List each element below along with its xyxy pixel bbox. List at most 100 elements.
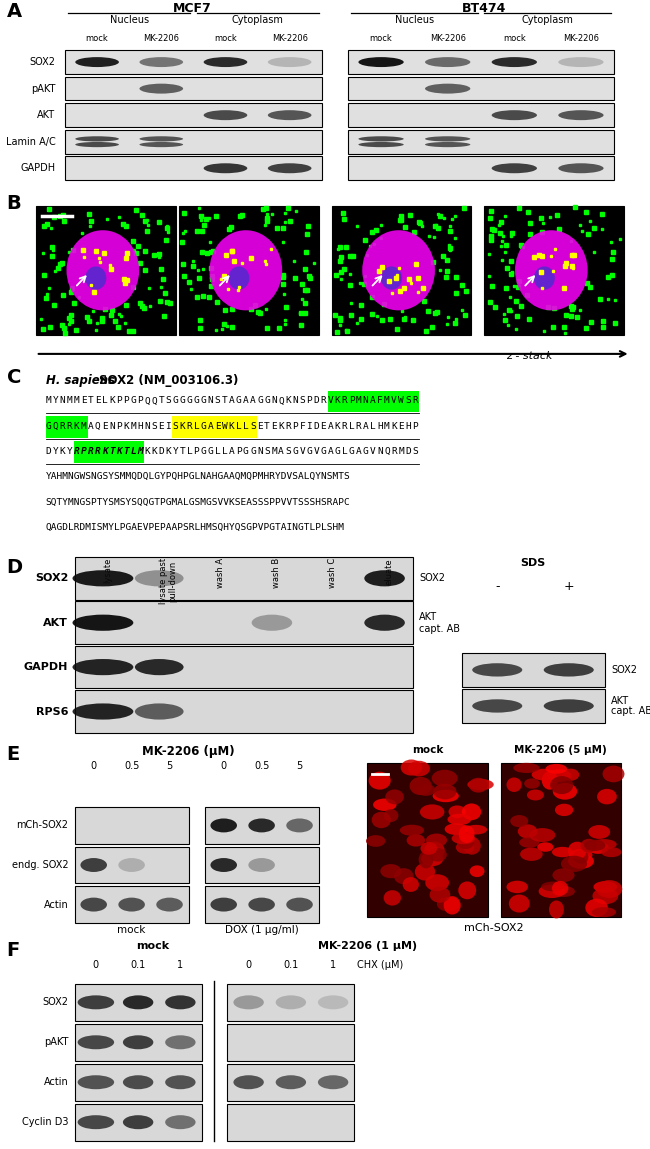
Text: R: R (88, 447, 94, 456)
Text: pAKT: pAKT (31, 84, 55, 93)
Text: K: K (116, 447, 122, 456)
Ellipse shape (424, 842, 445, 859)
Text: R: R (285, 422, 291, 431)
Text: YAHMNGWSNGSYSMMQDQLGYPQHPGLNAHGAAQMQPMHRYDVSALQYNSMTS: YAHMNGWSNGSYSMMQDQLGYPQHPGLNAHGAAQMQPMHR… (46, 472, 350, 481)
Text: A: A (278, 447, 284, 456)
Text: 0.1: 0.1 (131, 959, 146, 970)
Ellipse shape (416, 784, 436, 796)
Text: K: K (229, 422, 235, 431)
Text: S: S (250, 422, 255, 431)
Ellipse shape (75, 142, 119, 147)
Bar (75, 1104, 202, 1141)
Text: S: S (405, 396, 411, 406)
Text: P: P (137, 396, 143, 406)
Ellipse shape (552, 869, 575, 882)
Ellipse shape (248, 897, 275, 911)
Bar (227, 1104, 354, 1141)
Text: Q: Q (144, 396, 150, 406)
Ellipse shape (165, 1035, 196, 1049)
Ellipse shape (369, 772, 391, 789)
Ellipse shape (552, 881, 568, 896)
Text: G: G (201, 447, 207, 456)
Ellipse shape (472, 663, 523, 677)
Text: G: G (194, 396, 200, 406)
Ellipse shape (140, 84, 183, 93)
Text: pAKT: pAKT (44, 1038, 68, 1047)
Ellipse shape (384, 809, 398, 822)
Text: P: P (349, 396, 354, 406)
Text: MK-2206 (1 μM): MK-2206 (1 μM) (318, 941, 417, 951)
Text: R: R (73, 447, 79, 456)
Text: Cyclin D3: Cyclin D3 (21, 1117, 68, 1127)
Ellipse shape (118, 897, 145, 911)
Text: K: K (285, 396, 291, 406)
Text: G: G (46, 422, 51, 431)
Text: 0: 0 (93, 959, 99, 970)
Text: AKT: AKT (37, 110, 55, 121)
Text: L: L (102, 396, 108, 406)
Text: P: P (123, 396, 129, 406)
Ellipse shape (510, 815, 528, 827)
Text: N: N (257, 447, 263, 456)
Text: E: E (6, 746, 20, 764)
Ellipse shape (458, 881, 476, 900)
Text: mCh-SOX2: mCh-SOX2 (464, 923, 524, 933)
Text: BT474: BT474 (462, 2, 506, 15)
Ellipse shape (527, 789, 544, 801)
Ellipse shape (73, 570, 133, 586)
Ellipse shape (519, 838, 540, 848)
Bar (75, 557, 413, 600)
Ellipse shape (400, 825, 424, 835)
Text: L: L (349, 422, 354, 431)
Text: H: H (377, 422, 383, 431)
Ellipse shape (140, 142, 183, 147)
Ellipse shape (561, 856, 587, 872)
Ellipse shape (123, 1035, 153, 1049)
Text: K: K (109, 396, 114, 406)
Text: M: M (384, 396, 390, 406)
Ellipse shape (558, 110, 604, 121)
Text: lysate: lysate (103, 558, 112, 584)
Ellipse shape (73, 615, 133, 631)
Ellipse shape (366, 835, 385, 847)
Ellipse shape (81, 897, 107, 911)
Text: L: L (187, 447, 192, 456)
Ellipse shape (470, 865, 484, 877)
Ellipse shape (85, 267, 107, 290)
Ellipse shape (529, 828, 555, 842)
Text: K: K (335, 422, 341, 431)
Bar (65, 103, 322, 128)
Bar (332, 206, 471, 336)
Ellipse shape (140, 137, 183, 141)
Text: Lamin A/C: Lamin A/C (5, 137, 55, 147)
Bar (75, 1024, 202, 1061)
Ellipse shape (135, 660, 183, 676)
Ellipse shape (426, 833, 447, 847)
Text: R: R (320, 396, 326, 406)
Ellipse shape (123, 995, 153, 1009)
Ellipse shape (268, 110, 311, 121)
Ellipse shape (203, 110, 247, 121)
Ellipse shape (588, 842, 608, 854)
Ellipse shape (286, 818, 313, 832)
Bar (75, 1064, 202, 1101)
Ellipse shape (434, 784, 456, 800)
Text: mock: mock (118, 925, 146, 934)
Text: M: M (356, 396, 361, 406)
Ellipse shape (268, 163, 311, 173)
Ellipse shape (532, 769, 556, 780)
Text: D: D (313, 422, 319, 431)
Text: SOX2: SOX2 (35, 573, 68, 584)
Text: Y: Y (53, 447, 58, 456)
Text: A: A (229, 447, 235, 456)
Text: SOX2: SOX2 (29, 57, 55, 67)
Ellipse shape (425, 84, 471, 93)
Ellipse shape (538, 842, 554, 851)
Ellipse shape (433, 789, 459, 802)
Text: G: G (208, 447, 213, 456)
Bar (227, 984, 354, 1020)
Text: V: V (391, 396, 396, 406)
Text: N: N (377, 447, 383, 456)
Text: A: A (229, 396, 235, 406)
Text: M: M (137, 447, 143, 456)
